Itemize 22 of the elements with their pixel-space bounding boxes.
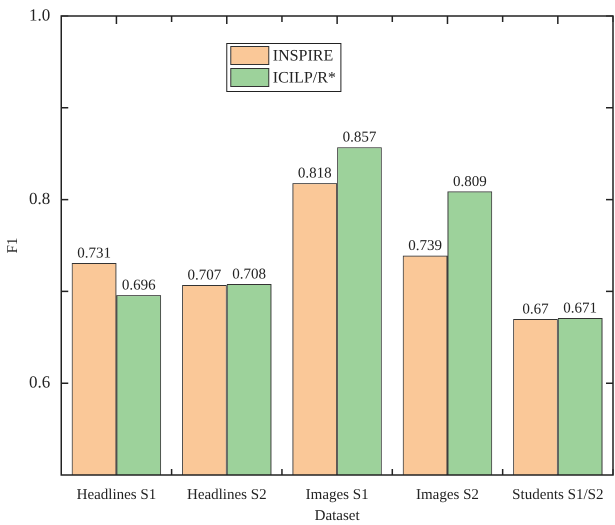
data-label: 0.731 (77, 245, 111, 262)
data-label: 0.818 (298, 166, 332, 182)
y-tick-label: 0.6 (29, 372, 50, 392)
data-label: 0.857 (342, 130, 377, 146)
data-label: 0.67 (522, 301, 550, 318)
x-tick-label: Headlines S2 (186, 486, 267, 503)
x-tick-label: Headlines S1 (76, 486, 156, 503)
data-label: 0.739 (408, 238, 442, 254)
data-label: 0.671 (563, 300, 598, 316)
data-label: 0.809 (452, 174, 487, 190)
x-tick-label: Images S1 (306, 486, 369, 503)
legend-label: INSPIRE (272, 48, 334, 65)
y-tick-label: 1.0 (29, 5, 50, 24)
data-label: 0.696 (122, 278, 156, 294)
y-axis-title: F1 (4, 238, 21, 254)
y-tick-label: 0.8 (29, 189, 50, 208)
data-label: 0.708 (232, 266, 266, 282)
legend-label: ICILP/R* (272, 70, 336, 87)
x-tick-label: Images S2 (416, 486, 479, 503)
x-tick-label: Students S1/S2 (512, 486, 604, 503)
x-axis-title: Dataset (314, 508, 360, 524)
data-label: 0.707 (188, 267, 222, 284)
